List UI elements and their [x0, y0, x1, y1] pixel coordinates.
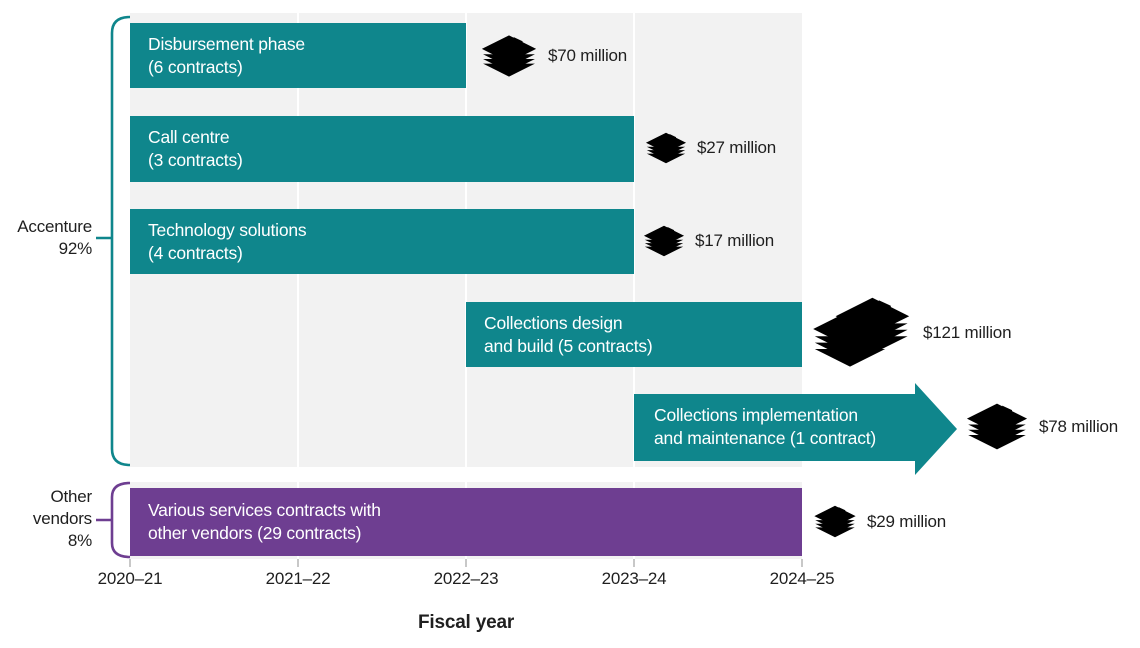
annotation-121-million: $121 million — [810, 291, 1012, 375]
tick-2020-21 — [129, 559, 131, 567]
x-axis-title: Fiscal year — [417, 612, 515, 633]
amount-label: $27 million — [697, 138, 777, 157]
xtick-label-2021-22: 2021–22 — [265, 569, 331, 588]
bar-label: (3 contracts) — [148, 150, 243, 170]
annotation-27-million: $27 million — [644, 131, 776, 165]
tick-2022-23 — [465, 559, 467, 567]
amount-label: $121 million — [923, 323, 1012, 342]
bar-disbursement-phase: Disbursement phase (6 contracts) — [130, 23, 466, 88]
bar-label: Collections design — [484, 312, 623, 333]
annotation-17-million: $17 million — [642, 224, 774, 258]
bar-label: Disbursement phase — [148, 33, 305, 54]
bar-label: (6 contracts) — [148, 56, 243, 77]
bar-collections-design-build: Collections design and build (5 contract… — [466, 302, 802, 367]
bar-label: and maintenance (1 contract) — [654, 428, 877, 448]
bar-label: Technology solutions — [148, 219, 307, 240]
cash-stack-double-icon — [813, 297, 910, 367]
bar-label: (4 contracts) — [148, 242, 243, 263]
accenture-name: Accenture — [17, 217, 92, 236]
bar-collections-implementation-label: Collections implementation and maintenan… — [654, 404, 876, 450]
other-vendors-name-line2: vendors — [32, 509, 92, 528]
other-vendors-group-label: Other vendors 8% — [0, 486, 92, 552]
tick-2024-25 — [801, 559, 803, 567]
annotation-29-million: $29 million — [812, 504, 946, 539]
other-vendors-bracket — [96, 481, 131, 559]
amount-label: $17 million — [695, 231, 775, 250]
bar-label: Collections implementation — [654, 405, 858, 425]
tick-2021-22 — [297, 559, 299, 567]
cash-stack-icon — [966, 403, 1028, 450]
annotation-70-million: $70 million — [479, 33, 627, 79]
xtick-label-2020-21: 2020–21 — [97, 569, 163, 588]
bar-collections-implementation-arrow — [634, 383, 957, 475]
bar-label: Various services contracts with — [148, 500, 381, 520]
accenture-share: 92% — [58, 239, 93, 258]
bar-other-vendors: Various services contracts with other ve… — [130, 488, 802, 556]
bar-technology-solutions: Technology solutions (4 contracts) — [130, 209, 634, 274]
tick-2023-24 — [633, 559, 635, 567]
bar-label: and build (5 contracts) — [484, 335, 653, 356]
accenture-bracket — [96, 15, 131, 467]
bar-call-centre: Call centre (3 contracts) — [130, 116, 634, 182]
xtick-label-2024-25: 2024–25 — [769, 569, 835, 588]
accenture-group-label: Accenture 92% — [0, 216, 92, 260]
other-vendors-name-line1: Other — [50, 487, 92, 506]
cash-stack-icon — [645, 132, 687, 164]
amount-label: $78 million — [1039, 416, 1119, 436]
amount-label: $70 million — [548, 46, 628, 65]
annotation-78-million: $78 million — [964, 401, 1118, 452]
cash-stack-icon — [481, 35, 537, 77]
amount-label: $29 million — [867, 511, 947, 531]
cash-stack-icon — [643, 225, 685, 257]
cash-stack-icon — [814, 505, 856, 538]
gridline-2023-24 — [633, 13, 635, 467]
xtick-label-2022-23: 2022–23 — [433, 569, 499, 588]
bar-label: other vendors (29 contracts) — [148, 523, 362, 543]
bar-label: Call centre — [148, 127, 230, 147]
xtick-label-2023-24: 2023–24 — [601, 569, 667, 588]
other-vendors-share: 8% — [67, 531, 92, 550]
